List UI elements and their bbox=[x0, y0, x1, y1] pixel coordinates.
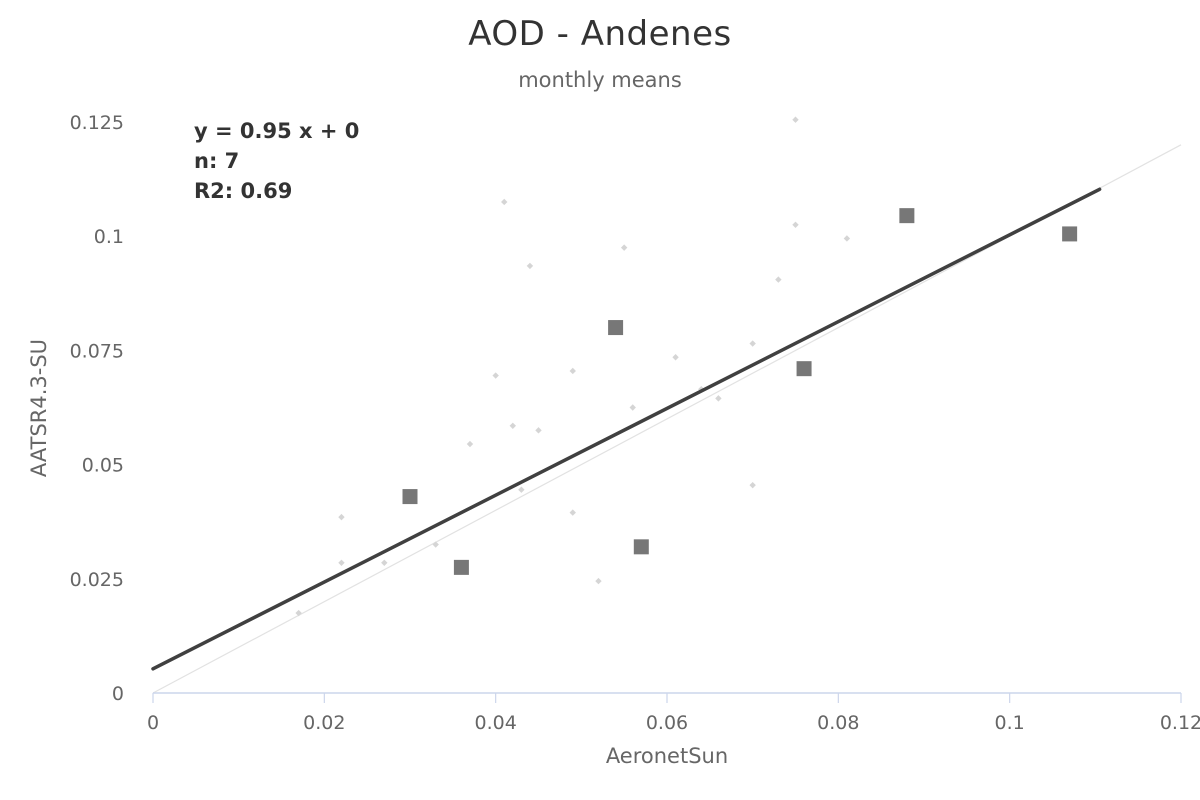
x-tick-label: 0.02 bbox=[303, 712, 345, 734]
regression-line bbox=[151, 187, 1102, 671]
y-tick-label: 0.025 bbox=[70, 569, 124, 591]
background-point bbox=[629, 404, 636, 411]
background-point bbox=[595, 577, 602, 585]
background-point bbox=[620, 244, 628, 251]
tick-labels-group: 0 0.02 0.04 0.06 0.08 0.1 0.12 0 0.025 0.05 0.075 0… bbox=[70, 112, 1200, 734]
fit-line-group bbox=[151, 187, 1102, 671]
x-tick-label: 0.1 bbox=[995, 712, 1025, 734]
background-point bbox=[295, 609, 302, 617]
background-point bbox=[432, 541, 439, 548]
y-tick-label: 0.05 bbox=[82, 455, 124, 477]
background-point bbox=[381, 559, 388, 567]
data-point[interactable] bbox=[796, 361, 812, 377]
background-point bbox=[792, 221, 799, 228]
background-point bbox=[535, 427, 542, 434]
x-tick-label: 0 bbox=[147, 712, 159, 734]
background-point bbox=[338, 559, 345, 567]
background-point bbox=[338, 513, 345, 521]
data-point[interactable] bbox=[402, 489, 418, 505]
background-points-group bbox=[295, 116, 851, 617]
background-point bbox=[749, 481, 756, 489]
background-point bbox=[466, 440, 474, 448]
y-axis-title: AATSR4.3-SU bbox=[27, 338, 51, 478]
background-point bbox=[518, 486, 525, 493]
y-tick-label: 0.1 bbox=[94, 226, 124, 248]
background-point bbox=[526, 262, 534, 270]
background-point bbox=[715, 395, 722, 402]
data-point[interactable] bbox=[453, 559, 469, 575]
background-point bbox=[569, 509, 576, 516]
background-point bbox=[672, 354, 679, 361]
data-point[interactable] bbox=[899, 208, 915, 224]
data-point[interactable] bbox=[608, 320, 624, 336]
sample-count: n: 7 bbox=[194, 149, 240, 173]
y-tick-label: 0.075 bbox=[70, 340, 124, 362]
chart-title: AOD - Andenes bbox=[468, 14, 732, 54]
background-point bbox=[492, 372, 499, 379]
x-tick-label: 0.12 bbox=[1160, 712, 1200, 734]
background-point bbox=[569, 367, 576, 375]
regression-stats: y = 0.95 x + 0 n: 7 R2: 0.69 bbox=[194, 116, 359, 206]
background-point bbox=[509, 422, 516, 429]
x-tick-label: 0.06 bbox=[646, 712, 688, 734]
background-point bbox=[749, 340, 756, 347]
y-tick-label: 0 bbox=[112, 683, 124, 705]
regression-equation: y = 0.95 x + 0 bbox=[194, 119, 360, 143]
background-point bbox=[501, 198, 508, 206]
x-tick-label: 0.04 bbox=[475, 712, 517, 734]
background-point bbox=[775, 276, 782, 283]
background-point bbox=[843, 235, 851, 242]
background-point bbox=[792, 116, 799, 123]
main-points-group[interactable] bbox=[402, 208, 1078, 575]
x-tick-label: 0.08 bbox=[817, 712, 859, 734]
data-point[interactable] bbox=[633, 539, 649, 555]
r-squared: R2: 0.69 bbox=[194, 179, 293, 203]
chart-subtitle: monthly means bbox=[518, 68, 682, 92]
x-axis-title: AeronetSun bbox=[605, 744, 729, 768]
y-tick-label: 0.125 bbox=[70, 112, 124, 134]
axes-group bbox=[152, 692, 1182, 703]
data-point[interactable] bbox=[1062, 226, 1078, 242]
